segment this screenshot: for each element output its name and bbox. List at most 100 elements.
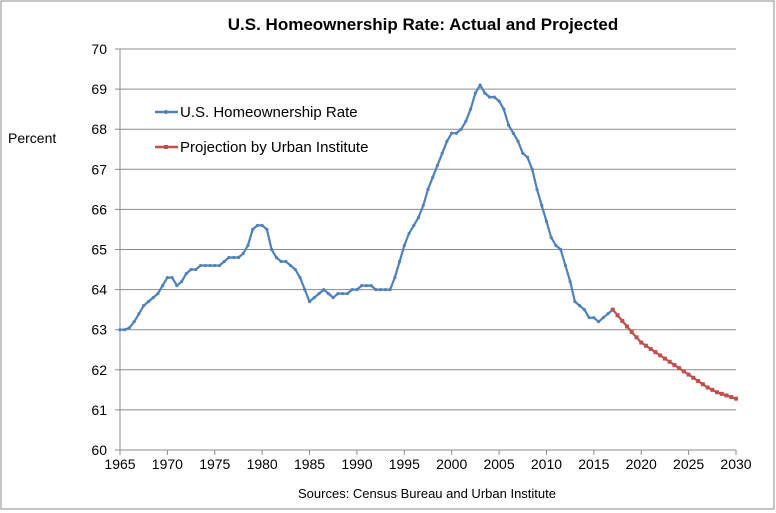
actual-point [270, 247, 274, 252]
legend-label-projection: Projection by Urban Institute [180, 139, 368, 156]
projection-point [700, 382, 705, 387]
actual-point [132, 320, 136, 324]
actual-point [445, 139, 449, 143]
actual-point [236, 255, 241, 260]
x-tick-label: 1990 [341, 456, 372, 472]
actual-point [303, 288, 307, 292]
actual-point [355, 288, 359, 292]
legend-entry-actual: U.S. Homeownership Rate [155, 104, 358, 121]
projection-point [643, 343, 648, 348]
x-tick-label: 1965 [104, 456, 135, 472]
actual-point [279, 259, 283, 264]
actual-point [606, 312, 610, 316]
actual-point [388, 288, 392, 292]
actual-point [379, 288, 383, 292]
projection-point [686, 372, 691, 377]
actual-point [525, 155, 530, 159]
actual-point [288, 263, 293, 268]
actual-point [440, 151, 444, 155]
projection-point [625, 324, 630, 329]
actual-point [127, 326, 132, 330]
projection-point [734, 396, 738, 401]
x-tick-label: 2015 [578, 456, 609, 472]
x-tick-label: 1970 [152, 456, 183, 472]
actual-point [208, 263, 212, 268]
actual-point [488, 95, 492, 99]
projection-point [677, 366, 682, 371]
actual-point [293, 267, 297, 272]
projection-point [729, 395, 734, 400]
actual-point [336, 292, 340, 296]
projection-point [696, 379, 701, 384]
actual-point [426, 187, 430, 191]
actual-point [369, 283, 373, 288]
projection-point [724, 393, 729, 398]
y-tick-label: 69 [91, 81, 107, 97]
projection-point [620, 318, 625, 323]
actual-point [483, 91, 487, 95]
projection-point [648, 346, 653, 351]
actual-point [497, 99, 501, 103]
y-tick-label: 65 [91, 242, 107, 258]
projection-point [610, 307, 615, 312]
actual-point [393, 275, 397, 280]
actual-point [364, 283, 368, 288]
y-tick-label: 67 [91, 161, 107, 177]
actual-point [307, 300, 312, 304]
actual-point [137, 312, 141, 316]
actual-point [189, 267, 193, 272]
actual-point [331, 296, 335, 300]
actual-point [516, 139, 520, 143]
legend-label-actual: U.S. Homeownership Rate [180, 104, 358, 121]
actual-point [203, 263, 207, 268]
actual-point [341, 292, 345, 296]
actual-point [412, 223, 416, 228]
actual-point [222, 259, 226, 264]
legend-marker-projection [164, 145, 168, 149]
actual-point [435, 163, 440, 167]
actual-point [312, 296, 316, 300]
projection-point [681, 369, 686, 374]
y-tick-label: 60 [91, 442, 107, 458]
y-axis-label: Percent [8, 130, 56, 146]
projection-point [715, 390, 720, 395]
x-tick-label: 1980 [247, 456, 278, 472]
actual-point [492, 95, 496, 99]
actual-point [326, 292, 331, 296]
actual-point [407, 231, 411, 236]
x-tick-label: 2020 [626, 456, 657, 472]
actual-point [360, 283, 364, 288]
actual-point [544, 219, 549, 224]
legend: U.S. Homeownership Rate Projection by Ur… [155, 104, 368, 156]
x-tick-label: 1985 [294, 456, 325, 472]
actual-point [198, 263, 203, 268]
x-tick-label: 1975 [199, 456, 230, 472]
actual-point [227, 255, 231, 260]
y-tick-label: 68 [91, 121, 107, 137]
actual-point [383, 288, 387, 292]
actual-point [478, 83, 482, 87]
actual-point [587, 316, 591, 320]
actual-point [511, 131, 515, 135]
actual-point [123, 328, 127, 332]
actual-point [298, 275, 302, 280]
series [118, 83, 738, 401]
actual-point [568, 279, 572, 284]
actual-point [274, 255, 278, 260]
y-tick-labels: 60 61 62 63 64 65 66 67 68 69 70 [91, 41, 107, 458]
actual-point [156, 292, 160, 296]
projection-point [634, 335, 639, 340]
actual-point [151, 296, 155, 300]
actual-point [582, 308, 586, 312]
actual-point [459, 127, 463, 131]
actual-point [260, 223, 264, 228]
actual-point [184, 271, 188, 276]
actual-point [596, 320, 601, 324]
actual-point [450, 131, 454, 135]
actual-point [180, 279, 184, 284]
actual-point [601, 316, 605, 320]
x-tick-label: 2005 [483, 456, 514, 472]
actual-point [175, 283, 179, 288]
